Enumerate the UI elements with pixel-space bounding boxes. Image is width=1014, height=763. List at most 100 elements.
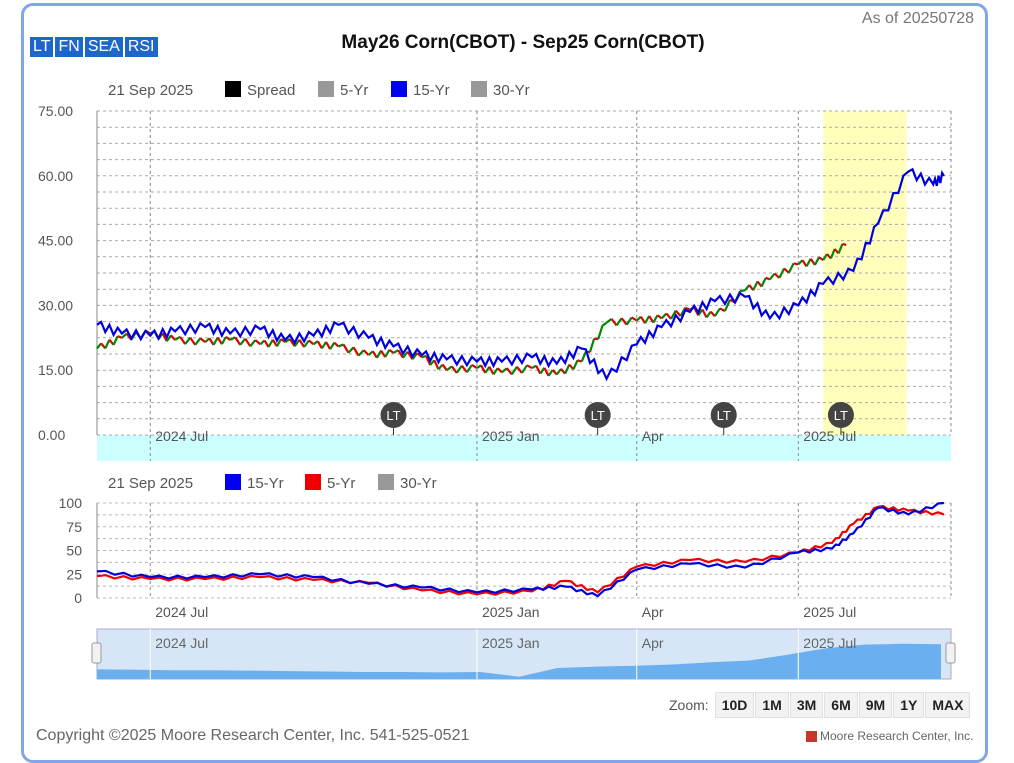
brand-icon (806, 731, 817, 742)
spread-series-segment (753, 281, 757, 290)
spread-series-segment (235, 337, 240, 345)
spread-series-segment (457, 366, 462, 373)
spread-series-segment (602, 323, 606, 326)
spread-series-segment (462, 366, 467, 373)
navigator-tick-label: Apr (642, 635, 664, 651)
spread-series-segment (498, 368, 502, 372)
spread-series-segment (338, 344, 343, 346)
spread-series-segment (807, 259, 811, 267)
main-legend-swatch (391, 81, 407, 97)
spread-series-segment (544, 368, 548, 376)
spread-series-segment (590, 339, 594, 352)
spread-series-segment (185, 338, 190, 345)
spread-series-segment (269, 340, 273, 347)
spread-series-segment (507, 368, 512, 374)
seasonal-y-tick-label: 75 (66, 519, 82, 535)
spread-series-segment (527, 365, 532, 368)
spread-series-segment (389, 350, 393, 353)
main-legend-label: 5-Yr (340, 82, 368, 99)
zoom-label: Zoom: (669, 697, 709, 713)
main-y-tick-label: 75.00 (38, 103, 73, 119)
main-legend-swatch (318, 81, 334, 97)
navigator-left-handle[interactable] (92, 643, 101, 663)
spread-series-segment (385, 350, 389, 357)
spread-series-segment (632, 317, 637, 320)
seasonal-y-tick-label: 25 (66, 566, 82, 582)
main-y-tick-label: 60.00 (38, 168, 73, 184)
spread-series-segment (255, 340, 260, 344)
spread-series-segment (607, 319, 612, 323)
navigator-tick-label: 2025 Jul (803, 635, 856, 651)
main-legend-date: 21 Sep 2025 (108, 82, 193, 99)
chart-canvas: 75.00 60.00 45.00 30.00 15.00 0.00 2024 Jul 202… (0, 0, 1014, 743)
spread-series-segment (702, 310, 706, 318)
navigator-tick-label: 2025 Jan (482, 635, 540, 651)
zoom-1m-button[interactable]: 1M (755, 692, 788, 718)
spread-series-segment (250, 340, 255, 346)
spread-series-segment (195, 338, 200, 345)
seasonal-legend-label: 15-Yr (247, 475, 284, 492)
zoom-1y-button[interactable]: 1Y (893, 692, 924, 718)
main-legend-label: 30-Yr (493, 82, 530, 99)
lt-marker-label: LT (834, 408, 848, 423)
seasonal-legend-label: 5-Yr (327, 475, 355, 492)
zoom-6m-button[interactable]: 6M (824, 692, 857, 718)
main-y-tick-label: 45.00 (38, 233, 73, 249)
spread-series-segment (842, 244, 846, 245)
spread-series-segment (770, 274, 775, 280)
spread-series-segment (334, 343, 338, 347)
seasonal-legend-swatch (305, 474, 321, 490)
main-y-tick-label: 0.00 (38, 427, 65, 443)
zoom-3m-button[interactable]: 3M (790, 692, 823, 718)
spread-series-segment (105, 340, 109, 349)
spread-series-segment (740, 290, 745, 291)
spread-series-segment (364, 350, 369, 355)
seasonal-y-tick-label: 100 (59, 495, 83, 511)
seasonal-x-tick-label: 2024 Jul (155, 604, 208, 620)
spread-series-segment (645, 316, 649, 323)
navigator-tick-label: 2024 Jul (155, 635, 208, 651)
lt-marker-label: LT (717, 408, 731, 423)
spread-series-segment (447, 366, 452, 370)
zoom-controls: Zoom: 10D 1M 3M 6M 9M 1Y MAX (669, 692, 970, 718)
fifteen-yr-series-line (97, 169, 944, 379)
spread-series-segment (536, 366, 540, 374)
spread-series-segment (343, 344, 348, 352)
seasonal-legend-swatch (378, 474, 394, 490)
main-y-tick-label: 30.00 (38, 297, 73, 313)
spread-series-segment (394, 350, 399, 353)
spread-series-segment (598, 326, 602, 339)
zoom-max-button[interactable]: MAX (925, 692, 970, 718)
main-x-tick-label: 2024 Jul (155, 428, 208, 444)
seasonal-y-tick-label: 0 (74, 590, 82, 606)
spread-series-segment (657, 315, 661, 318)
navigator-right-handle[interactable] (946, 643, 955, 663)
spread-series-segment (789, 263, 794, 272)
spread-series-segment (330, 343, 334, 350)
seasonal-x-tick-label: 2025 Jan (482, 604, 540, 620)
spread-series-segment (245, 339, 250, 347)
spread-series-segment (359, 350, 364, 355)
brand-logo: Moore Research Center, Inc. (806, 729, 973, 743)
lt-marker-label: LT (591, 408, 605, 423)
spread-series-segment (627, 317, 632, 324)
main-legend-swatch (471, 81, 487, 97)
spread-series-segment (472, 365, 477, 368)
spread-series-segment (815, 257, 819, 265)
spread-series-segment (318, 341, 322, 348)
seasonal-legend-date: 21 Sep 2025 (108, 475, 193, 492)
spread-series-segment (612, 319, 617, 326)
main-legend-label: 15-Yr (413, 82, 450, 99)
spread-series-segment (309, 340, 314, 344)
main-y-tick-label: 15.00 (38, 362, 73, 378)
spread-series-segment (762, 278, 766, 287)
zoom-10d-button[interactable]: 10D (715, 692, 755, 718)
spread-series-segment (200, 338, 205, 342)
spread-series-segment (326, 342, 330, 349)
spread-series-segment (522, 365, 527, 373)
zoom-9m-button[interactable]: 9M (859, 692, 892, 718)
spread-series-segment (715, 308, 720, 316)
spread-series-segment (582, 352, 586, 362)
spread-series-segment (240, 339, 245, 345)
copyright-text: Copyright ©2025 Moore Research Center, I… (36, 727, 469, 745)
